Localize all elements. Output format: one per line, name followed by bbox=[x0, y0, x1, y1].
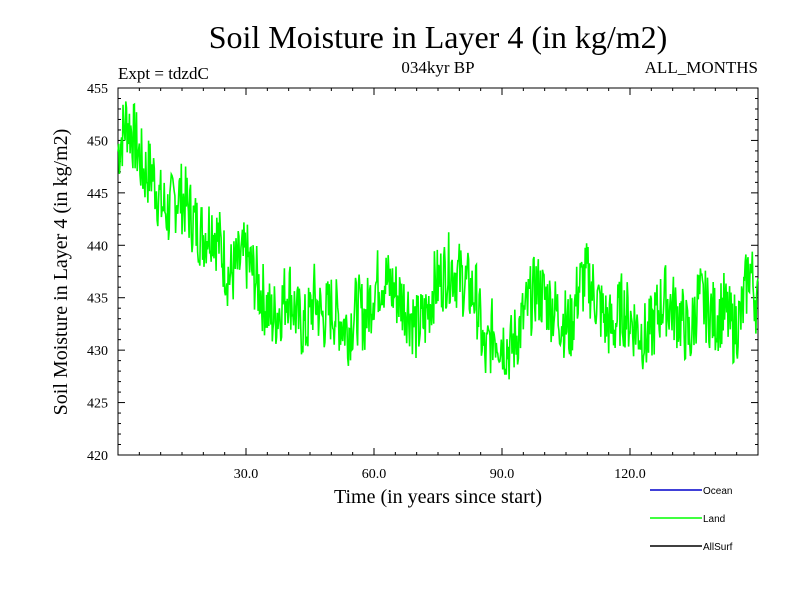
x-tick-label: 30.0 bbox=[234, 467, 259, 482]
x-tick-label: 60.0 bbox=[362, 467, 387, 482]
chart-title: Soil Moisture in Layer 4 (in kg/m2) bbox=[209, 19, 668, 55]
x-axis-label: Time (in years since start) bbox=[334, 486, 542, 508]
axis-tick-labels: 420 425 430 435 440 445 450 455 30.0 60.0 90.0 120.… bbox=[87, 82, 646, 482]
legend-label-allsurf: AllSurf bbox=[703, 542, 733, 553]
legend-label-ocean: Ocean bbox=[703, 486, 732, 497]
legend-label-land: Land bbox=[703, 514, 725, 525]
x-tick-label: 120.0 bbox=[614, 467, 646, 482]
y-tick-label: 420 bbox=[87, 449, 108, 464]
legend: Ocean Land AllSurf bbox=[650, 486, 733, 553]
y-tick-label: 445 bbox=[87, 187, 108, 202]
y-tick-label: 455 bbox=[87, 82, 108, 97]
series-line-land bbox=[117, 101, 759, 380]
y-tick-label: 440 bbox=[87, 239, 108, 254]
y-tick-label: 425 bbox=[87, 397, 108, 412]
y-tick-label: 430 bbox=[87, 344, 108, 359]
x-tick-label: 90.0 bbox=[490, 467, 515, 482]
period-label: 034kyr BP bbox=[401, 58, 474, 77]
months-label: ALL_MONTHS bbox=[645, 58, 758, 77]
y-tick-label: 435 bbox=[87, 292, 108, 307]
y-tick-label: 450 bbox=[87, 134, 108, 149]
y-axis-label: Soil Moisture in Layer 4 (in kg/m2) bbox=[50, 129, 72, 416]
experiment-label: Expt = tdzdC bbox=[118, 64, 209, 83]
